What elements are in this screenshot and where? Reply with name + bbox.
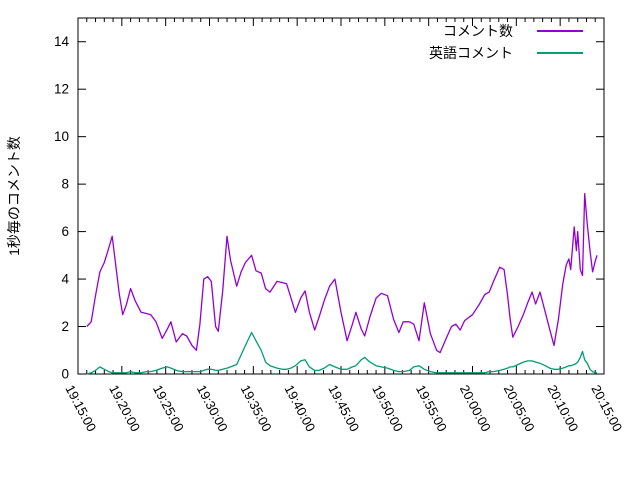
x-tick-label: 19:45:00 xyxy=(325,382,362,434)
legend-label-comments: コメント数 xyxy=(443,23,513,39)
y-tick-label: 0 xyxy=(61,367,69,382)
legend: コメント数 英語コメント xyxy=(429,20,583,64)
legend-line-sample-comments xyxy=(537,30,583,32)
plot-frame xyxy=(77,17,605,375)
series-line-1 xyxy=(86,331,597,375)
x-tick-label: 19:50:00 xyxy=(369,382,406,434)
legend-label-english-comments: 英語コメント xyxy=(429,45,513,61)
legend-entry-english-comments: 英語コメント xyxy=(429,42,583,64)
x-tick-label: 19:30:00 xyxy=(194,382,231,434)
y-tick-label: 8 xyxy=(61,177,69,192)
x-tick-label: 19:20:00 xyxy=(106,382,143,434)
y-tick-label: 4 xyxy=(61,272,69,287)
y-axis-label: 1秒毎のコメント数 xyxy=(6,136,22,256)
x-tick-label: 20:15:00 xyxy=(588,382,625,434)
y-tick-label: 6 xyxy=(61,224,69,239)
legend-line-sample-english-comments xyxy=(537,52,583,54)
x-tick-label: 19:15:00 xyxy=(62,382,99,434)
x-tick-label: 20:10:00 xyxy=(545,382,582,434)
y-tick-label: 12 xyxy=(54,82,69,97)
y-tick-label: 10 xyxy=(54,129,69,144)
x-tick-label: 19:40:00 xyxy=(282,382,319,434)
x-tick-label: 20:00:00 xyxy=(457,382,494,434)
legend-entry-comments: コメント数 xyxy=(429,20,583,42)
x-tick-label: 19:25:00 xyxy=(150,382,187,434)
x-tick-label: 20:05:00 xyxy=(501,382,538,434)
y-tick-label: 2 xyxy=(61,319,69,334)
y-tick-label: 14 xyxy=(54,34,70,49)
x-tick-label: 19:55:00 xyxy=(413,382,450,434)
x-tick-label: 19:35:00 xyxy=(238,382,275,434)
series-line-0 xyxy=(86,192,598,354)
